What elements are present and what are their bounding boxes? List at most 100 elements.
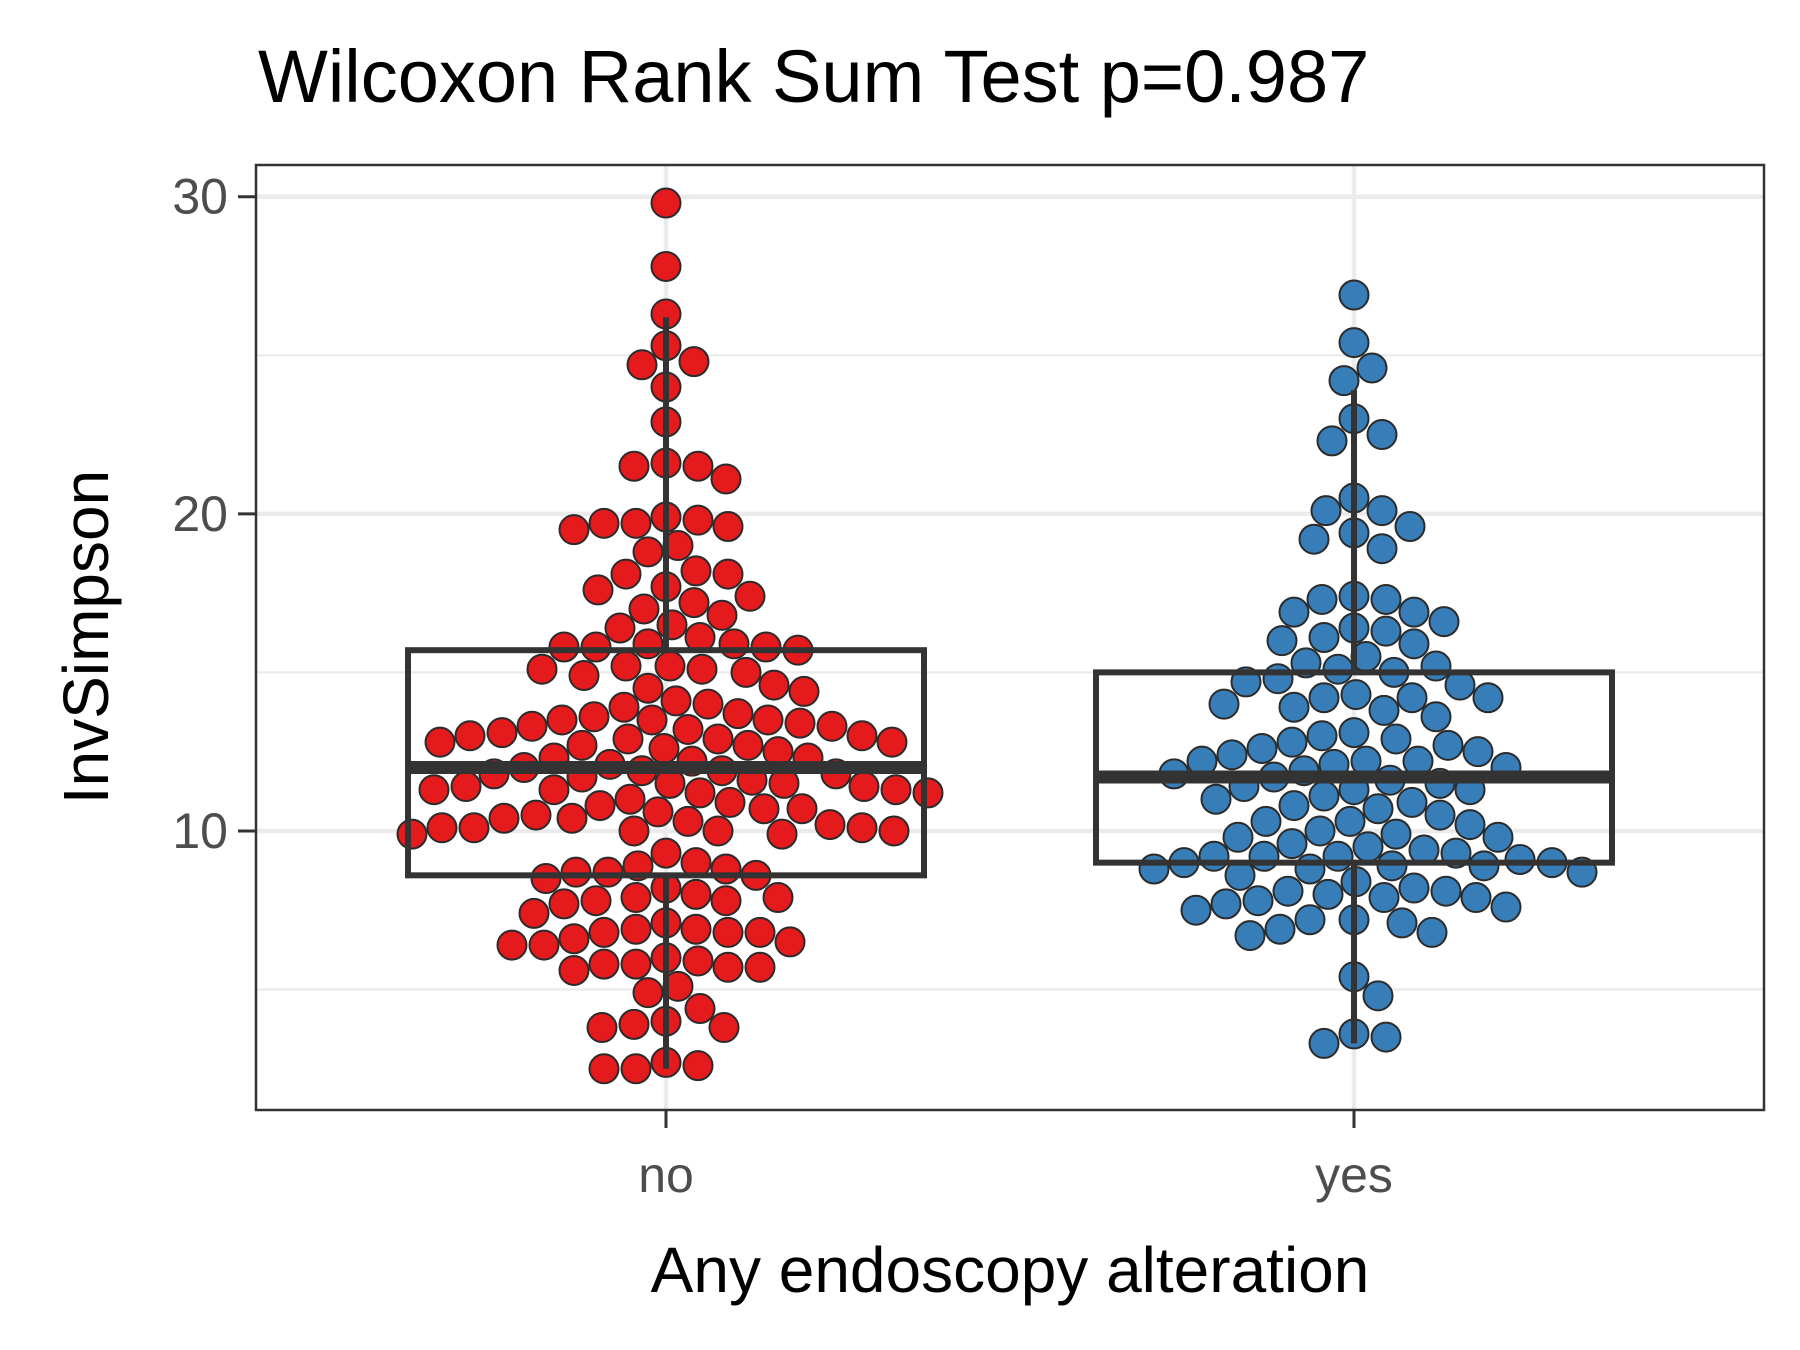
data-point xyxy=(1210,888,1242,920)
data-point xyxy=(1234,920,1266,952)
data-point xyxy=(1362,980,1394,1012)
data-point xyxy=(712,951,744,983)
data-point xyxy=(618,815,650,847)
data-point xyxy=(1398,596,1430,628)
data-point xyxy=(1306,583,1338,615)
data-point xyxy=(680,555,712,587)
data-point xyxy=(714,786,746,818)
data-point xyxy=(1432,729,1464,761)
data-point xyxy=(1460,882,1492,914)
data-point xyxy=(1352,831,1384,863)
data-point xyxy=(424,726,456,758)
data-point xyxy=(752,704,784,736)
data-point xyxy=(546,704,578,736)
data-point xyxy=(396,818,428,850)
plot-panel xyxy=(256,165,1764,1110)
data-point xyxy=(712,916,744,948)
data-point xyxy=(1276,726,1308,758)
data-point xyxy=(1138,853,1170,885)
data-point xyxy=(678,587,710,619)
data-point xyxy=(1368,882,1400,914)
data-point xyxy=(712,558,744,590)
data-point xyxy=(650,187,682,219)
data-point xyxy=(680,913,712,945)
data-point xyxy=(1396,682,1428,714)
data-point xyxy=(632,536,664,568)
data-point xyxy=(1308,622,1340,653)
data-point xyxy=(648,732,680,764)
data-point xyxy=(656,609,688,641)
data-point xyxy=(496,929,528,961)
data-point xyxy=(1276,828,1308,860)
data-point xyxy=(566,729,598,761)
data-point xyxy=(1416,916,1448,948)
data-point xyxy=(1278,790,1310,822)
data-point xyxy=(588,1053,620,1085)
data-point xyxy=(528,929,560,961)
data-point xyxy=(604,612,636,644)
data-point xyxy=(628,593,660,625)
data-point xyxy=(672,713,704,745)
data-point xyxy=(518,897,550,929)
data-point xyxy=(626,349,658,381)
data-point xyxy=(454,720,486,752)
data-point xyxy=(558,514,590,546)
data-point xyxy=(1312,878,1344,910)
data-point xyxy=(1370,1021,1402,1053)
plot-panel-border xyxy=(254,163,1766,1112)
data-point xyxy=(692,688,724,720)
data-point xyxy=(1472,682,1504,714)
data-point xyxy=(558,954,590,986)
data-point xyxy=(1200,783,1232,815)
data-point xyxy=(1430,875,1462,907)
data-point xyxy=(1278,596,1310,628)
data-point xyxy=(1380,818,1412,850)
data-point xyxy=(846,812,878,844)
data-point xyxy=(710,463,742,495)
data-point xyxy=(750,631,782,663)
box-iqr xyxy=(1093,669,1615,866)
data-point xyxy=(1398,628,1430,660)
data-point xyxy=(1248,840,1280,872)
data-point xyxy=(1294,853,1326,885)
data-point xyxy=(1304,815,1336,847)
data-point xyxy=(1208,688,1240,720)
data-point xyxy=(538,774,570,806)
box-no xyxy=(405,317,927,1069)
data-point xyxy=(762,882,794,914)
axes: 10 20 30 no yes xyxy=(172,169,1393,1203)
data-point xyxy=(680,878,712,910)
data-point xyxy=(1380,723,1412,755)
data-point xyxy=(458,812,490,844)
data-point xyxy=(814,809,846,841)
data-point xyxy=(1370,615,1402,647)
box-yes xyxy=(1093,390,1615,1044)
data-point xyxy=(1366,419,1398,451)
data-point xyxy=(620,913,652,945)
data-point xyxy=(584,790,616,822)
data-point xyxy=(1366,533,1398,565)
data-point xyxy=(1298,523,1330,555)
data-point xyxy=(1322,840,1354,872)
data-point xyxy=(816,710,848,742)
data-point xyxy=(578,701,610,733)
data-point xyxy=(848,771,880,803)
data-point xyxy=(558,923,590,955)
data-point xyxy=(618,1008,650,1040)
data-point xyxy=(734,580,766,612)
data-point xyxy=(450,771,482,803)
data-point xyxy=(1428,606,1460,638)
data-point xyxy=(526,653,558,685)
data-point xyxy=(654,650,686,682)
data-point xyxy=(580,885,612,917)
data-point xyxy=(1180,894,1212,926)
data-point xyxy=(1338,279,1370,311)
data-point xyxy=(556,802,588,834)
data-point xyxy=(582,574,614,606)
data-point xyxy=(682,1050,714,1082)
data-point xyxy=(1394,511,1426,543)
data-point xyxy=(846,720,878,752)
data-point xyxy=(1322,653,1354,685)
data-point xyxy=(684,777,716,809)
